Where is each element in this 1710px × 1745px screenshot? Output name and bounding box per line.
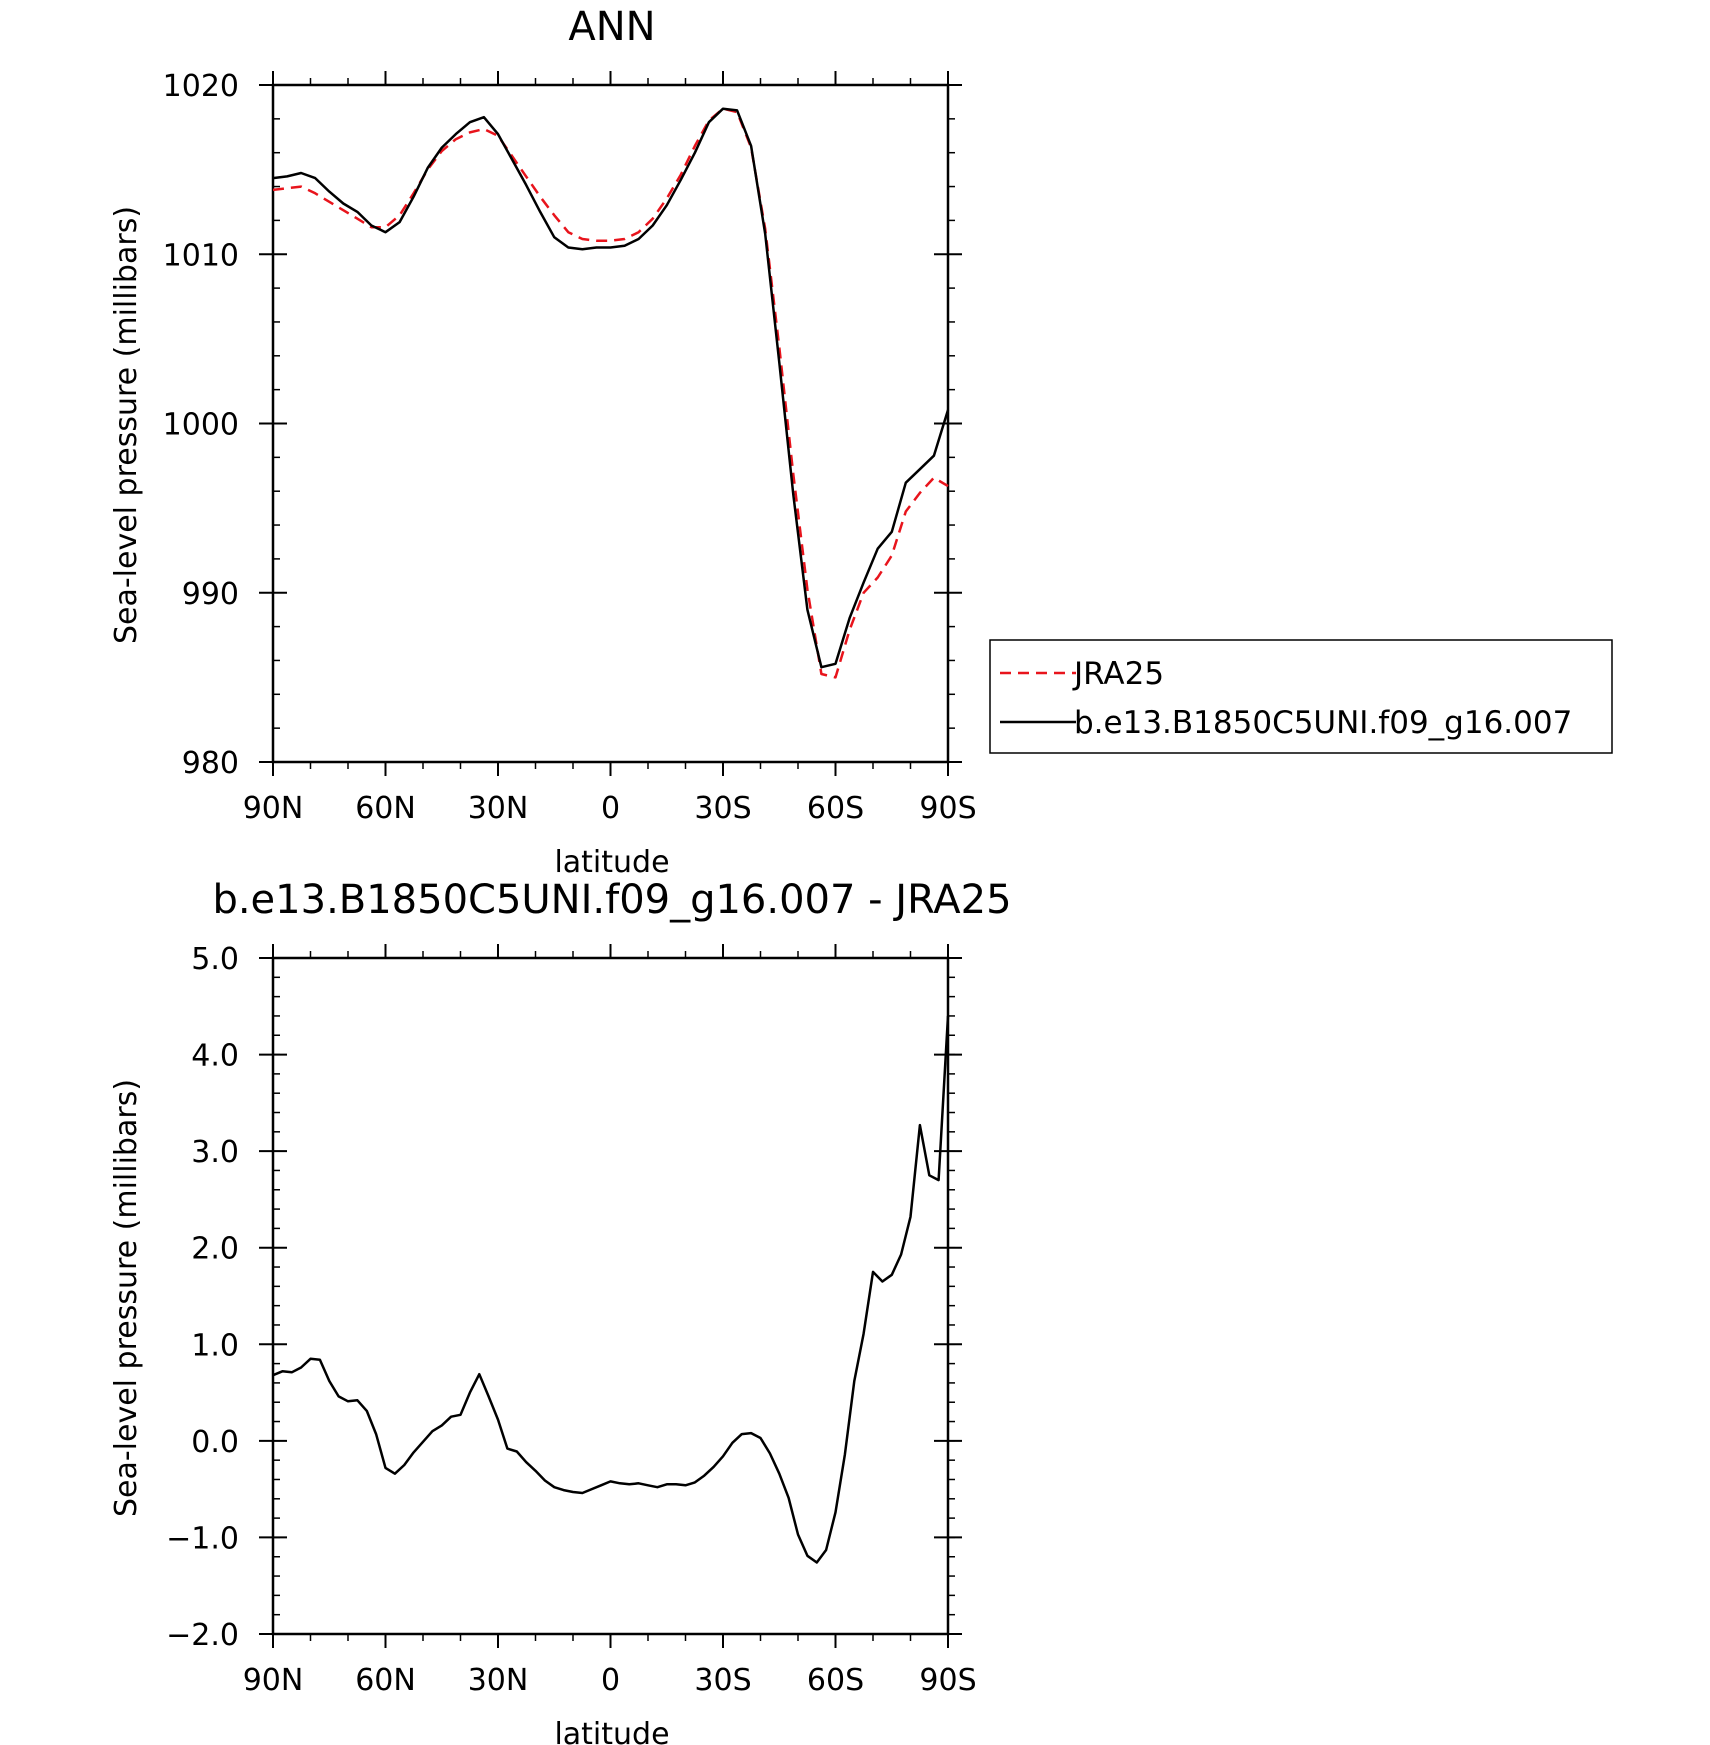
plot-area: 90N 60N 30N 0 30S 60S 90S −2.0 −1.0 0.0 1.0 2.0 3.0 4…: [166, 942, 976, 1698]
y-tick-label: 990: [182, 577, 239, 612]
y-tick-label: 1020: [163, 69, 239, 104]
top-panel: ANN 90N 60N 30N 0 30S 60S 90S 980 990 1000 1010 102…: [109, 4, 1613, 880]
y-tick-label: 1010: [163, 238, 239, 273]
y-tick-label: 4.0: [191, 1039, 239, 1074]
y-tick-label: −1.0: [166, 1521, 239, 1556]
legend-label-model: b.e13.B1850C5UNI.f09_g16.007: [1074, 705, 1572, 741]
plot-frame: [271, 956, 950, 1636]
x-tick-label: 0: [601, 791, 620, 826]
x-tick-label: 30N: [468, 1663, 529, 1698]
legend-label-jra25: JRA25: [1072, 656, 1164, 692]
y-tick-label: 3.0: [191, 1135, 239, 1170]
x-tick-label: 90S: [919, 1663, 976, 1698]
y-tick-label: 2.0: [191, 1232, 239, 1267]
x-axis-label: latitude: [554, 845, 669, 880]
y-tick-label: −2.0: [166, 1618, 239, 1653]
y-tick-label: 0.0: [191, 1425, 239, 1460]
panel-title: ANN: [568, 4, 655, 50]
plot-area: 90N 60N 30N 0 30S 60S 90S 980 990 1000 1010 1020: [163, 69, 977, 826]
y-axis-label: Sea-level pressure (millibars): [109, 206, 144, 644]
series-line-series-0: [272, 1015, 950, 1564]
x-tick-label: 90S: [919, 791, 976, 826]
y-axis-label: Sea-level pressure (millibars): [109, 1079, 144, 1517]
x-tick-label: 30S: [694, 1663, 751, 1698]
y-tick-label: 1.0: [191, 1328, 239, 1363]
x-tick-label: 60S: [807, 791, 864, 826]
x-tick-label: 30S: [694, 791, 751, 826]
y-tick-label: 1000: [163, 408, 239, 443]
legend: JRA25 b.e13.B1850C5UNI.f09_g16.007: [989, 639, 1613, 754]
x-axis-label: latitude: [554, 1717, 669, 1745]
x-tick-label: 60N: [355, 1663, 416, 1698]
x-tick-label: 0: [601, 1663, 620, 1698]
y-tick-label: 5.0: [191, 942, 239, 977]
plot-frame: [271, 83, 950, 764]
panel-title: b.e13.B1850C5UNI.f09_g16.007 - JRA25: [212, 877, 1011, 923]
bottom-panel: b.e13.B1850C5UNI.f09_g16.007 - JRA25 90N…: [109, 877, 1012, 1745]
x-tick-label: 30N: [468, 791, 529, 826]
x-tick-label: 90N: [243, 1663, 304, 1698]
series-line-jra25: [272, 107, 949, 679]
series-line-b-e13-b1850c5uni-f09-g16-007: [272, 107, 950, 669]
y-tick-label: 980: [182, 746, 239, 781]
x-tick-label: 60N: [355, 791, 416, 826]
x-tick-label: 90N: [243, 791, 304, 826]
legend-box: [989, 639, 1613, 754]
x-tick-label: 60S: [807, 1663, 864, 1698]
